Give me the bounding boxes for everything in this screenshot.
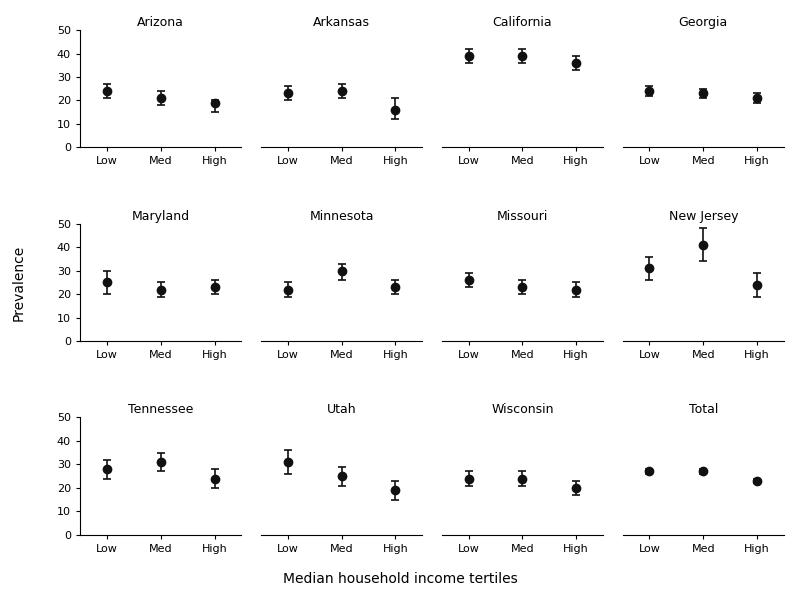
Title: California: California — [493, 16, 552, 29]
Title: Utah: Utah — [326, 403, 356, 416]
Title: Tennessee: Tennessee — [128, 403, 194, 416]
Text: Median household income tertiles: Median household income tertiles — [282, 572, 518, 586]
Title: Wisconsin: Wisconsin — [491, 403, 554, 416]
Text: Prevalence: Prevalence — [12, 245, 26, 320]
Title: Total: Total — [689, 403, 718, 416]
Title: Arizona: Arizona — [138, 16, 184, 29]
Title: Maryland: Maryland — [132, 210, 190, 222]
Title: Arkansas: Arkansas — [313, 16, 370, 29]
Title: Minnesota: Minnesota — [310, 210, 374, 222]
Title: Georgia: Georgia — [678, 16, 728, 29]
Title: Missouri: Missouri — [497, 210, 548, 222]
Title: New Jersey: New Jersey — [669, 210, 738, 222]
